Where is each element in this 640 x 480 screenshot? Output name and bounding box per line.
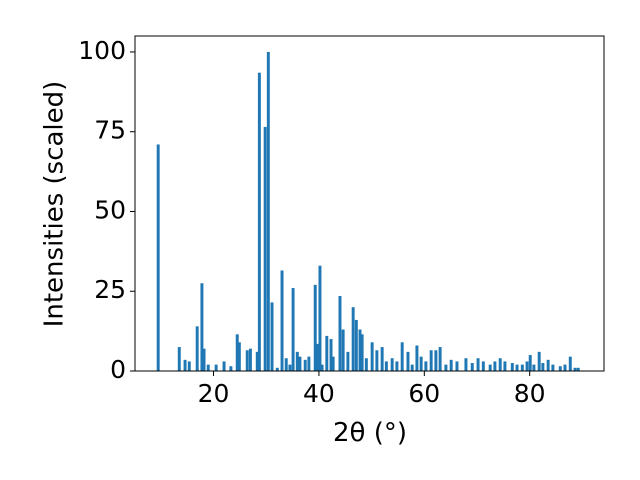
bar bbox=[295, 351, 299, 371]
bar bbox=[229, 366, 233, 371]
bar bbox=[338, 296, 342, 371]
bar bbox=[280, 270, 284, 371]
bar bbox=[329, 339, 333, 371]
bar bbox=[576, 367, 580, 371]
bar bbox=[255, 351, 259, 371]
bar bbox=[375, 350, 379, 371]
bar bbox=[438, 347, 442, 371]
bar bbox=[303, 359, 307, 371]
bar bbox=[510, 363, 514, 371]
bar bbox=[346, 351, 350, 371]
bar bbox=[235, 334, 239, 371]
bar bbox=[325, 335, 329, 371]
bar bbox=[395, 361, 399, 371]
bar bbox=[202, 348, 206, 371]
bar bbox=[449, 359, 453, 371]
x-axis-label: 2θ (°) bbox=[333, 418, 407, 448]
plot-frame bbox=[134, 35, 605, 372]
bar bbox=[156, 144, 160, 371]
bar bbox=[546, 359, 550, 371]
y-tick-label: 100 bbox=[78, 36, 126, 65]
bar bbox=[351, 307, 355, 371]
bar bbox=[263, 126, 267, 371]
bar bbox=[503, 361, 507, 371]
y-tick-label: 0 bbox=[110, 355, 126, 384]
bar bbox=[537, 351, 541, 371]
bar bbox=[481, 361, 485, 371]
bar bbox=[528, 355, 532, 371]
bar bbox=[341, 329, 345, 371]
bar bbox=[464, 358, 468, 371]
bar bbox=[520, 364, 524, 371]
bar bbox=[470, 363, 474, 371]
bar bbox=[568, 356, 572, 371]
bar bbox=[354, 319, 358, 371]
bar bbox=[364, 358, 368, 371]
bar bbox=[424, 361, 428, 371]
bar bbox=[318, 265, 322, 371]
bar bbox=[360, 334, 364, 371]
bar bbox=[313, 284, 317, 371]
bar bbox=[558, 366, 562, 371]
bar bbox=[248, 348, 252, 371]
bar bbox=[551, 364, 555, 371]
y-tick-label: 75 bbox=[94, 116, 126, 145]
bar bbox=[400, 342, 404, 371]
bar bbox=[222, 361, 226, 371]
bar bbox=[183, 359, 187, 371]
bar bbox=[315, 343, 319, 371]
bar bbox=[532, 364, 536, 371]
bar bbox=[488, 364, 492, 371]
bar bbox=[237, 342, 241, 371]
bar bbox=[410, 364, 414, 371]
x-tick-label: 60 bbox=[408, 379, 440, 408]
bar bbox=[298, 356, 302, 371]
bar bbox=[498, 358, 502, 371]
bar bbox=[331, 356, 335, 371]
bar bbox=[320, 364, 324, 371]
bar bbox=[270, 302, 274, 371]
bar bbox=[573, 367, 577, 371]
bar bbox=[444, 364, 448, 371]
bar bbox=[307, 356, 311, 371]
y-tick-label: 25 bbox=[94, 275, 126, 304]
bar bbox=[384, 361, 388, 371]
bar bbox=[390, 358, 394, 371]
bar bbox=[419, 356, 423, 371]
bar bbox=[284, 358, 288, 371]
bar bbox=[358, 329, 362, 371]
bar bbox=[476, 358, 480, 371]
bar bbox=[195, 326, 199, 371]
bar bbox=[245, 350, 249, 371]
bar bbox=[187, 361, 191, 371]
bar bbox=[214, 364, 218, 371]
bar bbox=[200, 283, 204, 371]
bar bbox=[406, 351, 410, 371]
bar bbox=[291, 288, 295, 371]
bar bbox=[257, 72, 261, 371]
x-tick-label: 80 bbox=[514, 379, 546, 408]
x-tick-label: 20 bbox=[198, 379, 230, 408]
bar bbox=[541, 363, 545, 371]
bar bbox=[275, 367, 279, 371]
bar bbox=[415, 345, 419, 371]
bar bbox=[525, 361, 529, 371]
y-axis-label: Intensities (scaled) bbox=[40, 81, 70, 328]
bar bbox=[206, 364, 210, 371]
bar bbox=[434, 350, 438, 371]
bar bbox=[455, 361, 459, 371]
bar bbox=[380, 347, 384, 371]
bar bbox=[266, 51, 270, 371]
bar bbox=[429, 350, 433, 371]
bar bbox=[563, 364, 567, 371]
bar bbox=[177, 347, 181, 371]
bar bbox=[370, 342, 374, 371]
bar bbox=[515, 364, 519, 371]
bar bbox=[493, 361, 497, 371]
bar bbox=[288, 364, 292, 371]
y-tick-label: 50 bbox=[94, 195, 126, 224]
x-tick-label: 40 bbox=[303, 379, 335, 408]
